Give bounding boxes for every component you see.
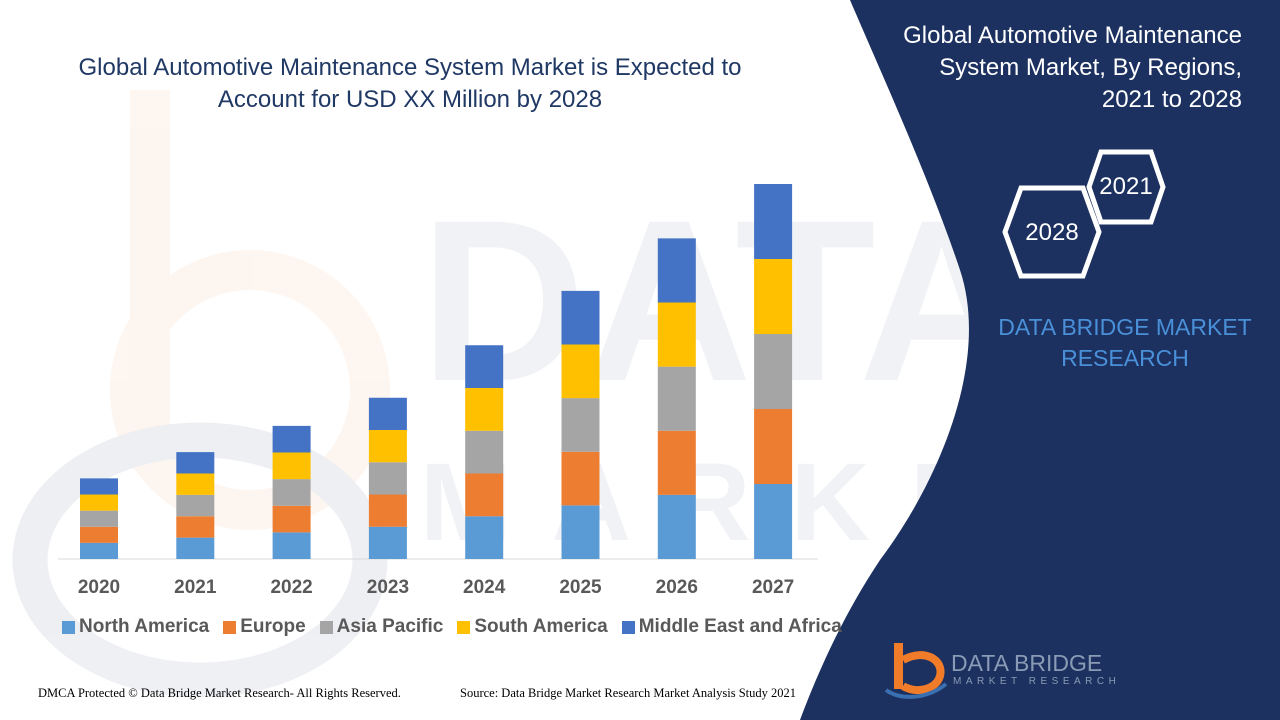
bar-segment-2022-2 <box>272 479 311 506</box>
brand-text: DATA BRIDGE MARKET RESEARCH <box>998 314 1252 371</box>
bar-segment-2020-3 <box>80 494 118 511</box>
bar-segment-2024-4 <box>465 345 504 388</box>
x-tick-label: 2020 <box>78 577 120 598</box>
hex-label-end: 2028 <box>1025 219 1079 246</box>
bar-segment-2026-3 <box>657 302 696 367</box>
legend-item: Europe <box>223 616 306 638</box>
legend-label: Middle East and Africa <box>638 616 842 637</box>
x-tick-label: 2022 <box>270 577 312 598</box>
legend-item: North America <box>62 616 209 638</box>
bar-segment-2023-2 <box>368 462 407 495</box>
chart-legend: North America Europe Asia Pacific South Ame… <box>62 616 842 638</box>
x-tick-label: 2027 <box>752 577 794 598</box>
legend-swatch <box>62 620 75 634</box>
side-panel-title: Global Automotive Maintenance System Mar… <box>903 22 1242 113</box>
bar-segment-2023-3 <box>368 430 407 463</box>
bar-segment-2021-1 <box>176 516 215 538</box>
chart-title: Global Automotive Maintenance System Mar… <box>78 54 742 113</box>
bar-segment-2025-2 <box>561 398 600 452</box>
bar-segment-2020-2 <box>80 510 118 527</box>
logo-subtitle: MARKET RESEARCH <box>953 676 1121 687</box>
hexagon-2021 <box>1086 149 1166 225</box>
bar-segment-2023-4 <box>368 397 407 430</box>
logo-name: DATA BRIDGE <box>951 650 1103 676</box>
bar-segment-2021-4 <box>176 452 215 474</box>
bar-segment-2020-4 <box>80 478 118 495</box>
copyright-notice: DMCA Protected © Data Bridge Market Rese… <box>38 686 401 700</box>
legend-swatch <box>319 620 333 634</box>
bar-segment-2024-2 <box>465 430 504 474</box>
bar-segment-2026-1 <box>657 430 696 495</box>
x-tick-label: 2023 <box>367 577 409 598</box>
bar-segment-2026-2 <box>657 366 696 431</box>
legend-label: Europe <box>240 616 306 637</box>
x-tick-label: 2025 <box>559 577 602 598</box>
source-note: Source: Data Bridge Market Research Mark… <box>460 686 797 700</box>
stacked-bar-chart: 2020 2021 2022 2023 2024 2025 2026 2027 <box>58 184 818 598</box>
x-tick-label: 2021 <box>174 577 217 598</box>
bar-segment-2021-3 <box>176 473 215 495</box>
bar-segment-2027-0 <box>754 484 793 559</box>
bar-segment-2024-3 <box>465 388 504 431</box>
bar-segment-2021-2 <box>176 494 215 517</box>
bar-segment-2025-4 <box>561 290 600 345</box>
bar-segment-2022-1 <box>272 505 311 533</box>
bar-segment-2022-4 <box>272 425 311 453</box>
watermark-logo <box>12 90 390 698</box>
bar-segment-2022-3 <box>272 452 311 480</box>
legend-label: Asia Pacific <box>336 616 444 637</box>
bar-segment-2025-1 <box>561 451 600 506</box>
x-tick-label: 2024 <box>463 577 506 598</box>
legend-swatch <box>457 620 471 634</box>
bar-segment-2027-1 <box>754 409 793 484</box>
bar-segment-2026-0 <box>657 494 696 559</box>
legend-label: South America <box>474 616 608 637</box>
bar-segment-2020-0 <box>80 542 118 559</box>
bar-segment-2027-3 <box>754 259 793 334</box>
brand-logo-icon <box>884 643 948 699</box>
bar-segment-2024-0 <box>465 516 504 559</box>
legend-swatch <box>223 620 237 634</box>
bar-segment-2021-0 <box>176 537 215 559</box>
legend-item: Middle East and Africa <box>621 616 842 638</box>
bar-segment-2020-1 <box>80 526 118 543</box>
x-tick-label: 2026 <box>656 577 698 598</box>
bar-segment-2025-3 <box>561 344 600 399</box>
bar-segment-2025-0 <box>561 505 600 559</box>
bar-segment-2026-4 <box>657 238 696 303</box>
hexagon-2028 <box>1002 185 1102 279</box>
bar-segment-2023-1 <box>368 494 407 527</box>
bar-segment-2027-4 <box>754 184 793 259</box>
bar-segment-2027-2 <box>754 334 793 409</box>
hex-label-start: 2021 <box>1099 173 1153 200</box>
legend-item: South America <box>457 616 608 638</box>
bar-segment-2024-1 <box>465 473 504 517</box>
legend-swatch <box>621 620 635 634</box>
legend-label: North America <box>79 616 210 637</box>
bar-segment-2022-0 <box>272 532 311 559</box>
bar-segment-2023-0 <box>368 526 407 559</box>
legend-item: Asia Pacific <box>319 616 444 638</box>
